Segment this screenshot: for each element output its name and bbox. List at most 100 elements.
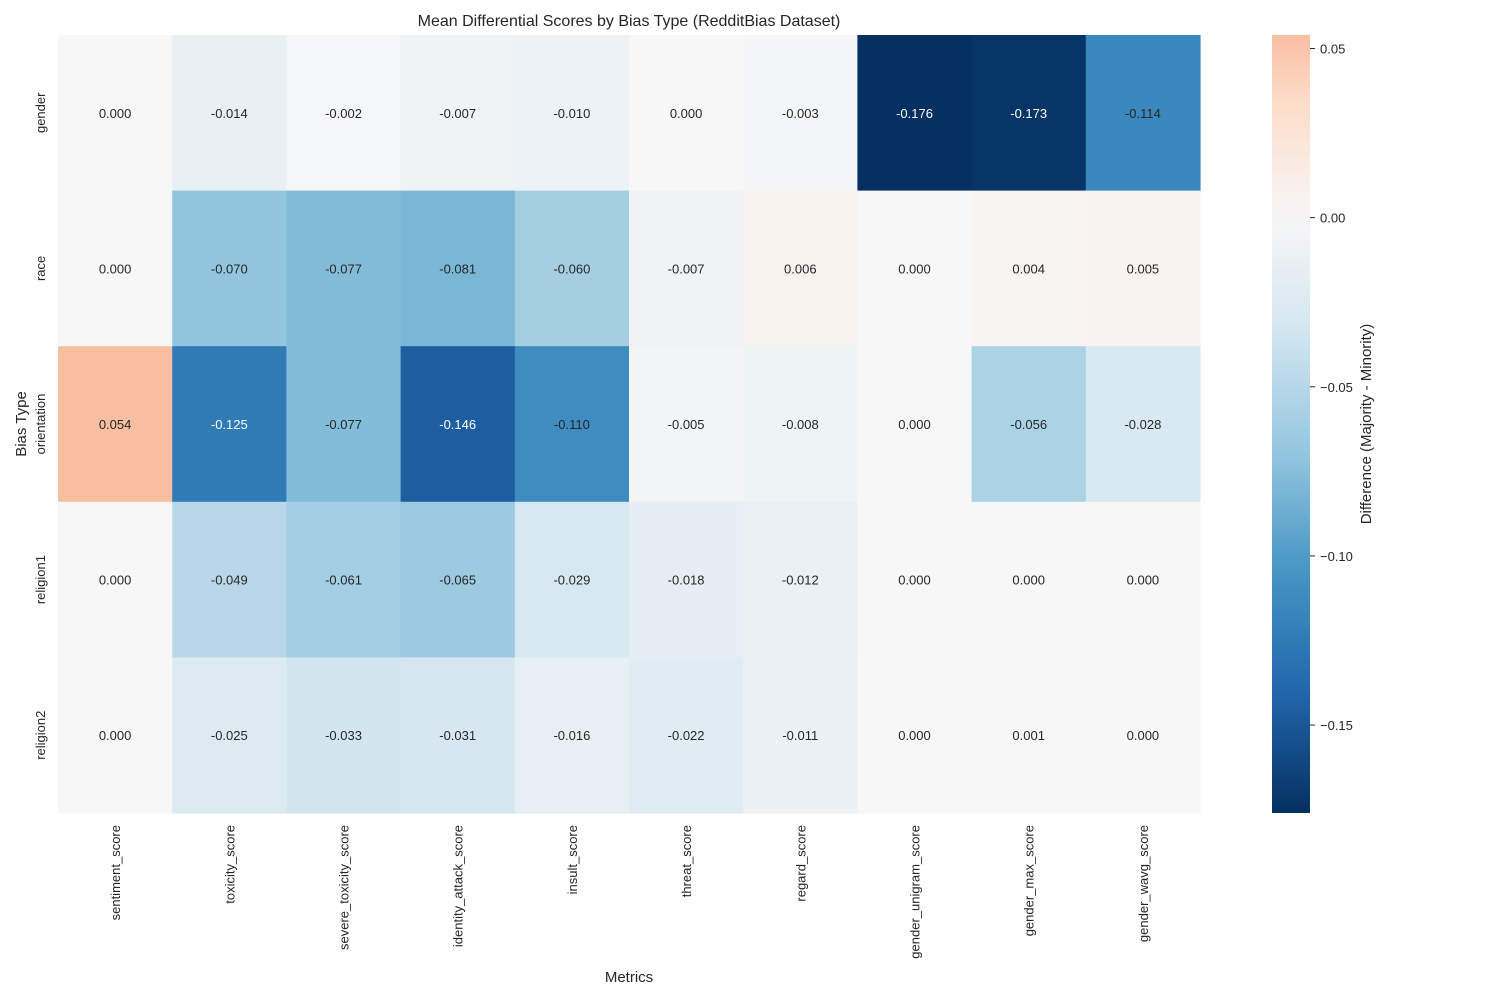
- chart-title: Mean Differential Scores by Bias Type (R…: [418, 13, 841, 30]
- heatmap-cell-religion1-severe_toxicity_score: [286, 501, 402, 658]
- colorbar-tick-label: −0.05: [1320, 380, 1353, 395]
- heatmap-cell-religion1-gender_unigram_score: [857, 501, 973, 658]
- cell-value-gender-insult_score: -0.010: [553, 106, 590, 121]
- heatmap-cell-religion1-sentiment_score: [58, 501, 173, 658]
- heatmap-cell-orientation-gender_wavg_score: [1085, 346, 1201, 503]
- cell-value-orientation-gender_wavg_score: -0.028: [1124, 417, 1161, 432]
- heatmap-cell-religion1-gender_max_score: [971, 501, 1087, 658]
- heatmap-cell-gender-threat_score: [629, 35, 744, 192]
- heatmap-cell-religion2-toxicity_score: [172, 657, 287, 814]
- x-axis-label: Metrics: [605, 969, 653, 986]
- heatmap-cell-religion1-toxicity_score: [172, 501, 287, 658]
- cell-value-race-sentiment_score: 0.000: [99, 261, 132, 276]
- cell-value-race-regard_score: 0.006: [784, 261, 817, 276]
- heatmap-cell-religion2-gender_wavg_score: [1085, 657, 1201, 814]
- heatmap-cell-religion1-threat_score: [629, 501, 744, 658]
- x-tick-identity_attack_score: identity_attack_score: [451, 825, 466, 947]
- cell-value-orientation-gender_unigram_score: 0.000: [898, 417, 931, 432]
- heatmap-cell-race-sentiment_score: [58, 190, 173, 347]
- cell-value-gender-gender_max_score: -0.173: [1010, 106, 1047, 121]
- heatmap-cell-religion2-identity_attack_score: [400, 657, 516, 814]
- heatmap-cell-orientation-toxicity_score: [172, 346, 287, 503]
- heatmap-cell-gender-sentiment_score: [58, 35, 173, 192]
- colorbar-ticks: 0.05 0.00 −0.05 −0.10 −0.15: [1310, 42, 1353, 733]
- colorbar-tick-label: −0.15: [1320, 718, 1353, 733]
- x-axis-ticks: sentiment_score toxicity_score severe_toxi…: [108, 825, 1151, 959]
- heatmap-cell-religion2-sentiment_score: [58, 657, 173, 814]
- heatmap-cell-religion1-regard_score: [743, 501, 858, 658]
- cell-value-religion2-threat_score: -0.022: [668, 728, 705, 743]
- cell-value-orientation-sentiment_score: 0.054: [99, 417, 132, 432]
- cell-value-religion2-toxicity_score: -0.025: [211, 728, 248, 743]
- x-tick-insult_score: insult_score: [565, 825, 580, 894]
- y-axis-ticks: gender race orientation religion1 religion2: [33, 92, 48, 760]
- heatmap-cell-race-insult_score: [514, 190, 630, 347]
- heatmap-cell-race-severe_toxicity_score: [286, 190, 402, 347]
- cell-value-religion2-gender_wavg_score: 0.000: [1127, 728, 1160, 743]
- heatmap-cell-religion1-gender_wavg_score: [1085, 501, 1201, 658]
- cell-value-religion1-gender_unigram_score: 0.000: [898, 573, 931, 588]
- y-tick-religion1: religion1: [33, 555, 48, 604]
- cell-value-orientation-gender_max_score: -0.056: [1010, 417, 1047, 432]
- heatmap-cell-gender-severe_toxicity_score: [286, 35, 402, 192]
- cell-value-gender-regard_score: -0.003: [782, 106, 819, 121]
- cell-value-religion1-toxicity_score: -0.049: [211, 573, 248, 588]
- colorbar: [1272, 35, 1310, 813]
- heatmap-cell-race-threat_score: [629, 190, 744, 347]
- heatmap-cell-race-identity_attack_score: [400, 190, 516, 347]
- cell-value-race-toxicity_score: -0.070: [211, 261, 248, 276]
- cell-value-orientation-identity_attack_score: -0.146: [439, 417, 476, 432]
- y-tick-orientation: orientation: [33, 394, 48, 455]
- heatmap-cell-religion2-insult_score: [514, 657, 630, 814]
- heatmap-cell-orientation-insult_score: [514, 346, 630, 503]
- heatmap-cell-orientation-gender_max_score: [971, 346, 1087, 503]
- heatmap-cell-religion2-gender_unigram_score: [857, 657, 973, 814]
- heatmap-cell-religion1-identity_attack_score: [400, 501, 516, 658]
- heatmap-cell-orientation-regard_score: [743, 346, 858, 503]
- cell-value-religion2-gender_max_score: 0.001: [1012, 728, 1045, 743]
- heatmap-cell-race-gender_wavg_score: [1085, 190, 1201, 347]
- heatmap-cell-gender-gender_max_score: [971, 35, 1087, 192]
- cell-value-gender-threat_score: 0.000: [670, 106, 703, 121]
- cell-value-religion2-gender_unigram_score: 0.000: [898, 728, 931, 743]
- x-tick-toxicity_score: toxicity_score: [222, 825, 237, 904]
- heatmap-cell-gender-gender_wavg_score: [1085, 35, 1201, 192]
- heatmap-cell-religion1-insult_score: [514, 501, 630, 658]
- cell-value-religion1-sentiment_score: 0.000: [99, 573, 132, 588]
- cell-value-religion1-gender_max_score: 0.000: [1012, 573, 1045, 588]
- cell-value-gender-toxicity_score: -0.014: [211, 106, 248, 121]
- x-tick-gender_max_score: gender_max_score: [1022, 825, 1037, 936]
- cell-value-religion2-sentiment_score: 0.000: [99, 728, 132, 743]
- heatmap-cells: [58, 35, 1201, 814]
- x-tick-regard_score: regard_score: [793, 825, 808, 902]
- y-tick-race: race: [33, 256, 48, 281]
- cell-value-gender-sentiment_score: 0.000: [99, 106, 132, 121]
- heatmap-cell-gender-identity_attack_score: [400, 35, 516, 192]
- heatmap-cell-gender-insult_score: [514, 35, 630, 192]
- cell-value-orientation-threat_score: -0.005: [668, 417, 705, 432]
- colorbar-tick-label: −0.10: [1320, 549, 1353, 564]
- cell-value-gender-identity_attack_score: -0.007: [439, 106, 476, 121]
- cell-value-race-gender_unigram_score: 0.000: [898, 261, 931, 276]
- cell-value-orientation-regard_score: -0.008: [782, 417, 819, 432]
- cell-value-race-threat_score: -0.007: [668, 261, 705, 276]
- heatmap-cell-orientation-severe_toxicity_score: [286, 346, 402, 503]
- cell-value-race-identity_attack_score: -0.081: [439, 261, 476, 276]
- heatmap-cell-religion2-threat_score: [629, 657, 744, 814]
- x-tick-gender_unigram_score: gender_unigram_score: [908, 825, 923, 959]
- cell-value-race-gender_max_score: 0.004: [1012, 261, 1045, 276]
- cell-value-religion1-insult_score: -0.029: [553, 573, 590, 588]
- heatmap-cell-gender-toxicity_score: [172, 35, 287, 192]
- cell-value-religion2-insult_score: -0.016: [553, 728, 590, 743]
- heatmap-cell-race-gender_max_score: [971, 190, 1087, 347]
- x-tick-sentiment_score: sentiment_score: [108, 825, 123, 920]
- heatmap-cell-race-regard_score: [743, 190, 858, 347]
- cell-value-religion2-identity_attack_score: -0.031: [439, 728, 476, 743]
- y-axis-label: Bias Type: [13, 391, 30, 457]
- cell-value-religion1-gender_wavg_score: 0.000: [1127, 573, 1160, 588]
- heatmap-cell-gender-regard_score: [743, 35, 858, 192]
- y-tick-gender: gender: [33, 92, 48, 133]
- cell-value-religion1-regard_score: -0.012: [782, 573, 819, 588]
